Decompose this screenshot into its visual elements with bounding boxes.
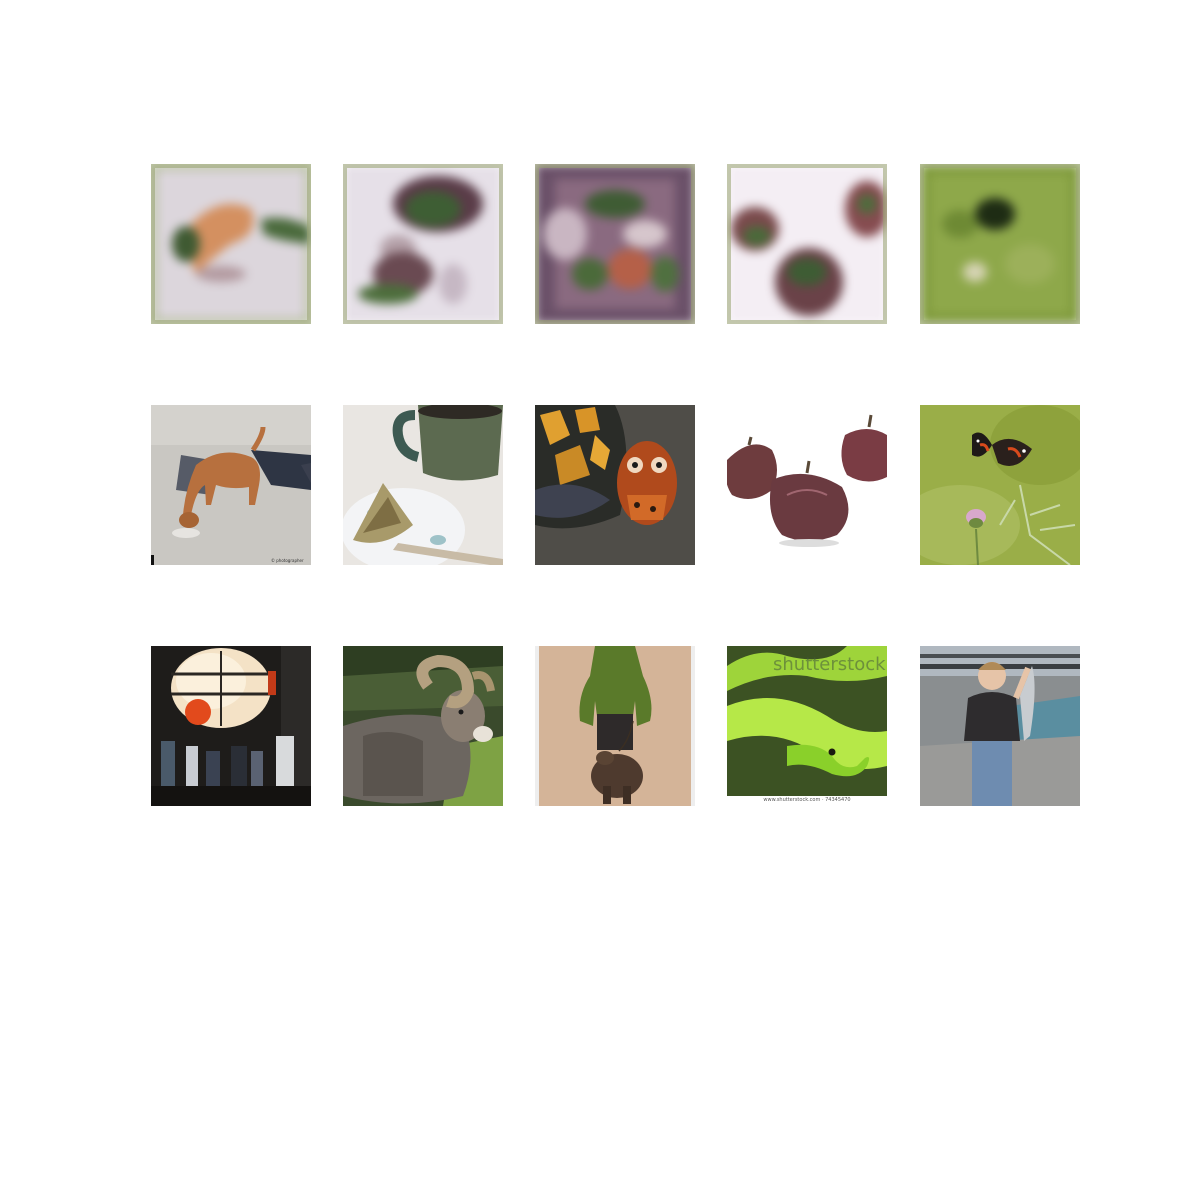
box-turtle-image xyxy=(535,405,695,565)
figs-image xyxy=(727,405,887,565)
blurry-flowers-sample-image xyxy=(535,164,695,324)
blurry-figs-sample-image xyxy=(727,164,887,324)
person-with-bear-image xyxy=(535,646,695,806)
blurry-green-sample-image xyxy=(920,164,1080,324)
dog-on-pavement-image: © photographer xyxy=(151,405,311,565)
image-caption: www.shutterstock.com · 74345470 xyxy=(763,797,851,803)
butterfly-on-thistle-image xyxy=(920,405,1080,565)
bighorn-ram-image xyxy=(343,646,503,806)
blurry-dog-sample-image xyxy=(151,164,311,324)
green-snake-image: shutterstock www.shutterstock.com · 7434… xyxy=(727,646,887,806)
mug-and-plate-image xyxy=(343,405,503,565)
svg-text:© photographer: © photographer xyxy=(271,558,304,563)
watermark-text: shutterstock xyxy=(773,654,886,675)
person-holding-fish-image xyxy=(920,646,1080,806)
blurry-plant-sample-image xyxy=(343,164,503,324)
lamp-in-room-image xyxy=(151,646,311,806)
